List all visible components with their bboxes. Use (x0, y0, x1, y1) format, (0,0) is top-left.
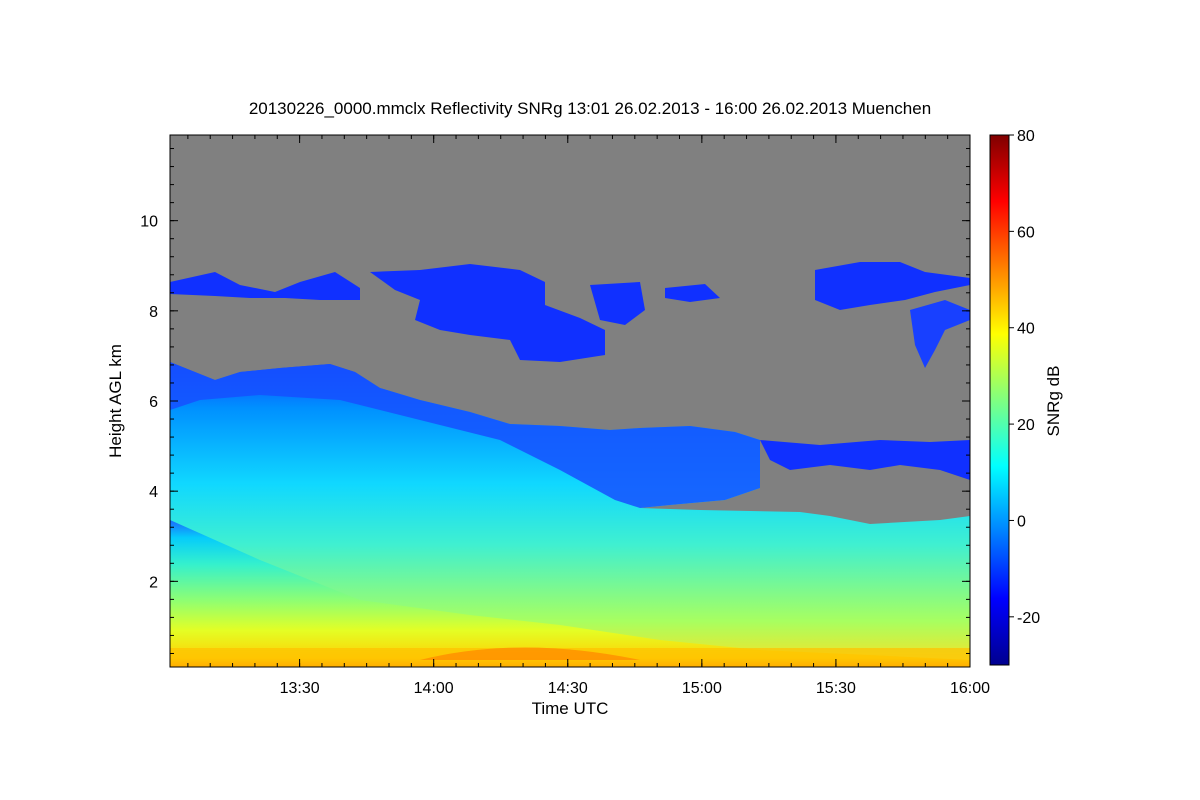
cirrus-fallstreak (910, 300, 970, 368)
x-tick-label: 15:00 (682, 680, 722, 697)
y-tick-label: 4 (149, 484, 158, 501)
strong-echo-patch (420, 647, 640, 660)
boundary-layer-echo (170, 520, 970, 667)
colorbar-tick-label: 20 (1017, 417, 1035, 434)
colorbar-label: SNRg dB (1044, 366, 1063, 437)
eastern-cloud-layer (760, 440, 970, 480)
y-tick-label: 10 (140, 214, 158, 231)
y-tick-label: 6 (149, 394, 158, 411)
cirrus-cloud-2 (370, 264, 605, 362)
x-tick-label: 14:30 (548, 680, 588, 697)
colorbar-scale (989, 134, 1010, 666)
y-tick-label: 8 (149, 304, 158, 321)
colorbar-tick-label: 0 (1017, 513, 1026, 530)
colorbar-tick-label: 40 (1017, 321, 1035, 338)
y-tick-label: 2 (149, 574, 158, 591)
colorbar-tick-label: -20 (1017, 610, 1040, 627)
cirrus-cloud-1 (170, 272, 360, 300)
plot-area (170, 135, 970, 667)
cirrus-cloud-5 (815, 262, 970, 310)
chart-title: 20130226_0000.mmclx Reflectivity SNRg 13… (249, 99, 931, 118)
x-tick-label: 15:30 (816, 680, 856, 697)
cirrus-cloud-4 (665, 284, 720, 302)
x-axis: 13:30 14:00 14:30 15:00 15:30 16:00 (187, 135, 990, 697)
colorbar-tick-label: 80 (1017, 128, 1035, 145)
x-tick-label: 14:00 (414, 680, 454, 697)
y-axis: 2 4 6 8 10 (140, 148, 970, 654)
x-tick-label: 13:30 (280, 680, 320, 697)
precipitation-region (170, 362, 970, 667)
colorbar-tick-label: 60 (1017, 224, 1035, 241)
x-axis-label: Time UTC (532, 699, 609, 718)
y-axis-label: Height AGL km (106, 344, 125, 458)
colorbar: 80 60 40 20 0 -20 (989, 128, 1040, 666)
precipitation-top-fringe (170, 362, 760, 508)
x-tick-label: 16:00 (950, 680, 990, 697)
cirrus-cloud-3 (590, 282, 645, 325)
